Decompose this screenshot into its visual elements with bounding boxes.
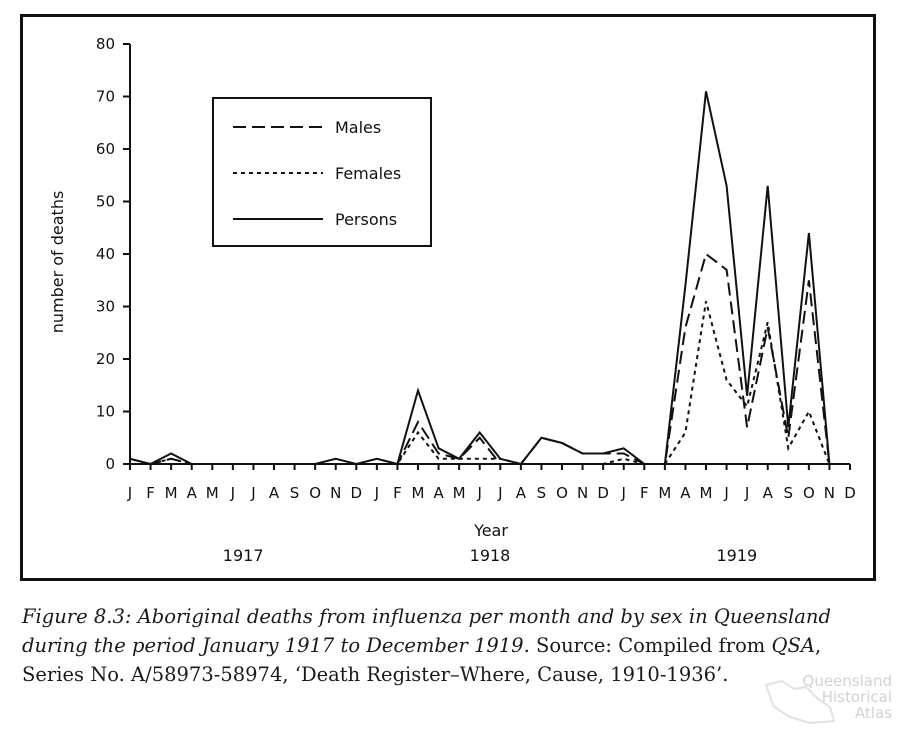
caption-line-1-text: Figure 8.3: Aboriginal deaths from influ… — [22, 605, 831, 628]
figure-caption: Figure 8.3: Aboriginal deaths from influ… — [22, 602, 852, 689]
queensland-map-icon — [764, 679, 836, 725]
caption-period: during the period January 1917 to Decemb… — [22, 634, 530, 657]
caption-source: Source: Compiled from — [529, 634, 772, 657]
year-label: 1919 — [716, 546, 757, 565]
x-tick-label: F — [146, 484, 155, 502]
x-tick-label: O — [556, 484, 568, 502]
y-tick-label: 20 — [96, 350, 115, 368]
series-line-persons — [129, 91, 831, 466]
plot-area — [129, 91, 831, 466]
x-tick-label: M — [453, 484, 466, 502]
x-tick-label: O — [803, 484, 815, 502]
year-label: 1918 — [470, 546, 511, 565]
x-tick-label: M — [700, 484, 713, 502]
x-tick-label: J — [476, 484, 481, 502]
watermark-line-3: Atlas — [854, 704, 892, 722]
x-tick-label: A — [433, 484, 444, 502]
x-tick-label: S — [290, 484, 300, 502]
y-tick-label: 50 — [96, 193, 115, 211]
x-tick-label: F — [393, 484, 402, 502]
x-tick-label: S — [784, 484, 794, 502]
x-axis-title: Year — [473, 521, 508, 540]
caption-line-3-text: Series No. A/58973-58974, ‘Death Registe… — [22, 663, 729, 686]
watermark-line-2: Historical — [821, 688, 892, 706]
legend-label-males: Males — [335, 118, 381, 137]
x-tick-label: N — [577, 484, 588, 502]
x-tick-label: F — [640, 484, 649, 502]
legend-label-females: Females — [335, 164, 401, 183]
x-tick-label: D — [844, 484, 856, 502]
y-tick-label: 80 — [96, 35, 115, 53]
year-label: 1917 — [223, 546, 264, 565]
caption-comma: , — [814, 634, 822, 657]
y-axis-title: number of deaths — [48, 191, 67, 334]
y-tick-label: 70 — [96, 88, 115, 106]
x-tick-label: M — [206, 484, 219, 502]
legend-label-persons: Persons — [335, 210, 397, 229]
y-tick-label: 10 — [96, 403, 115, 421]
x-tick-label: J — [723, 484, 728, 502]
x-tick-label: J — [744, 484, 749, 502]
watermark-line-1: Queensland — [802, 672, 892, 690]
y-tick-label: 40 — [96, 245, 115, 263]
x-tick-label: O — [309, 484, 321, 502]
x-tick-label: J — [620, 484, 625, 502]
y-tick-label: 30 — [96, 298, 115, 316]
x-tick-label: M — [412, 484, 425, 502]
x-tick-label: N — [330, 484, 341, 502]
caption-line-2: during the period January 1917 to Decemb… — [22, 631, 852, 660]
x-tick-label: A — [269, 484, 280, 502]
chart-frame: 0 10 20 30 40 50 60 70 80 J F M A M J J A S O N D J F M A M J J A S O N… — [20, 14, 876, 581]
x-tick-label: A — [763, 484, 774, 502]
x-tick-label: J — [374, 484, 379, 502]
x-tick-label: D — [351, 484, 363, 502]
x-tick-label: N — [824, 484, 835, 502]
x-tick-label: M — [165, 484, 178, 502]
y-tick-label: 60 — [96, 140, 115, 158]
caption-line-3: Series No. A/58973-58974, ‘Death Registe… — [22, 660, 852, 689]
x-tick-label: S — [537, 484, 547, 502]
y-tick-label: 0 — [105, 455, 115, 473]
caption-qsa: QSA — [771, 634, 815, 657]
x-tick-label: A — [680, 484, 691, 502]
x-tick-label: A — [187, 484, 198, 502]
x-tick-label: D — [597, 484, 609, 502]
x-tick-label: J — [497, 484, 502, 502]
x-tick-label: A — [516, 484, 527, 502]
caption-line-1: Figure 8.3: Aboriginal deaths from influ… — [22, 602, 852, 631]
x-tick-label: J — [250, 484, 255, 502]
legend: Males Females Persons — [212, 97, 432, 247]
x-tick-label: M — [658, 484, 671, 502]
watermark-logo: Queensland Historical Atlas — [803, 673, 892, 721]
x-tick-label: J — [230, 484, 235, 502]
x-tick-label: J — [127, 484, 132, 502]
series-line-females — [130, 301, 831, 465]
